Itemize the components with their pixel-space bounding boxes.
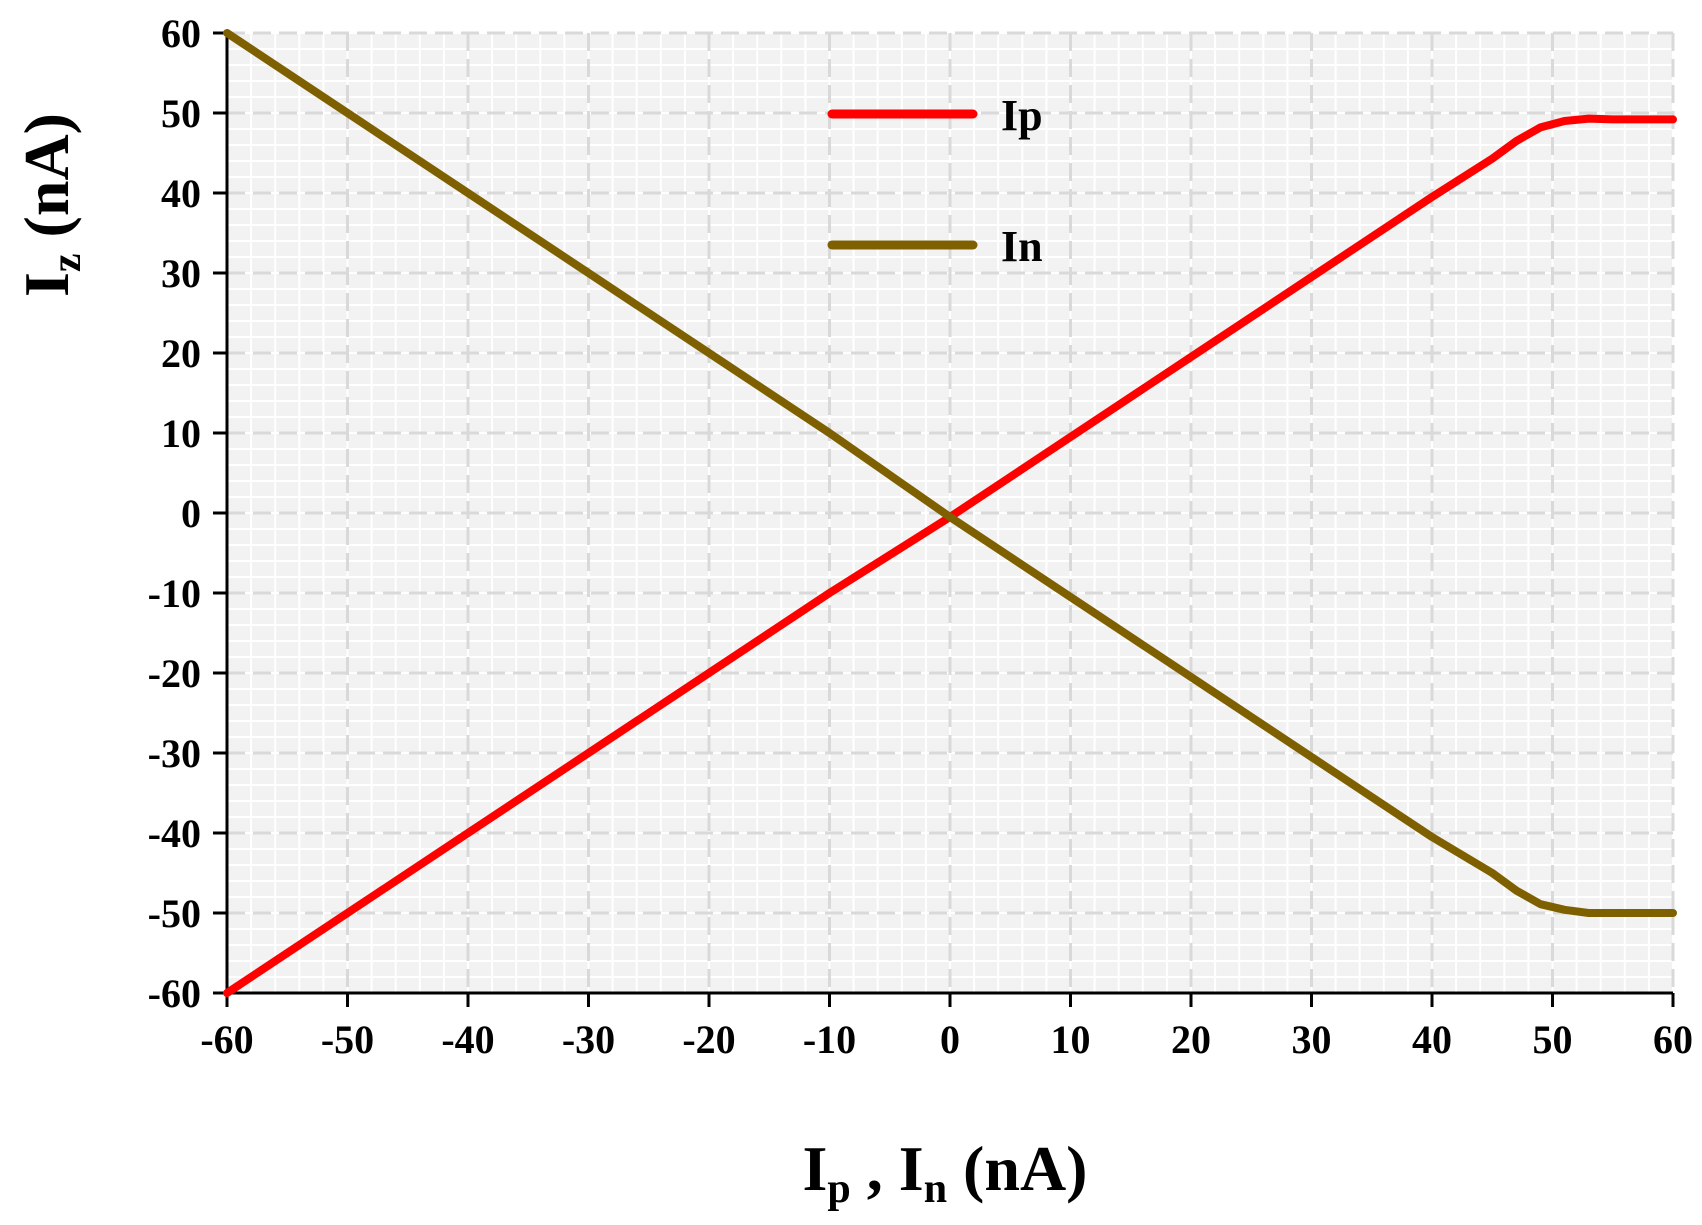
- x-tick-label: -10: [803, 1017, 856, 1062]
- y-tick-label: 30: [161, 251, 201, 296]
- y-tick-label: 0: [181, 491, 201, 536]
- y-tick-label: -20: [148, 651, 201, 696]
- x-tick-label: -40: [441, 1017, 494, 1062]
- legend-label-ip: Ip: [1001, 91, 1043, 140]
- x-tick-label: -50: [321, 1017, 374, 1062]
- axes: [213, 31, 1675, 1007]
- y-tick-labels: -60 -50 -40 -30 -20 -10 0 10 20 30 40 50 60: [148, 11, 201, 1016]
- y-axis-title: Iz (nA): [11, 113, 90, 297]
- y-tick-label: 20: [161, 331, 201, 376]
- axis-title-text: I: [11, 272, 82, 297]
- axis-title-text: (nA): [947, 1133, 1087, 1204]
- x-tick-label: 60: [1653, 1017, 1693, 1062]
- x-tick-label: -20: [682, 1017, 735, 1062]
- x-tick-label: 10: [1051, 1017, 1091, 1062]
- y-tick-label: 60: [161, 11, 201, 56]
- x-axis-title: Ip , In (nA): [803, 1133, 1088, 1212]
- y-tick-label: -10: [148, 571, 201, 616]
- series-lines: [223, 29, 1677, 997]
- series-line-in: [223, 29, 1677, 917]
- axis-title-subscript: p: [827, 1166, 850, 1212]
- y-tick-label: 50: [161, 91, 201, 136]
- x-tick-label: 40: [1412, 1017, 1452, 1062]
- x-tick-label: 20: [1171, 1017, 1211, 1062]
- x-tick-label: 0: [940, 1017, 960, 1062]
- y-tick-label: -30: [148, 731, 201, 776]
- axis-title-text: I: [899, 1133, 924, 1204]
- axis-title-subscript: n: [924, 1166, 947, 1212]
- series-line-ip: [223, 114, 1677, 997]
- x-tick-labels: -60 -50 -40 -30 -20 -10 0 10 20 30 40 50 60: [200, 1017, 1693, 1062]
- axis-title-subscript: z: [44, 253, 90, 272]
- y-tick-label: 40: [161, 171, 201, 216]
- axis-title-text: ,: [851, 1133, 899, 1204]
- axis-title-text: (nA): [11, 113, 82, 253]
- y-tick-label: -60: [148, 971, 201, 1016]
- y-tick-label: -50: [148, 891, 201, 936]
- x-tick-label: 30: [1292, 1017, 1332, 1062]
- x-tick-label: 50: [1533, 1017, 1573, 1062]
- legend: Ip In: [827, 91, 1043, 271]
- axis-title-text: I: [803, 1133, 828, 1204]
- y-tick-label: 10: [161, 411, 201, 456]
- y-tick-label: -40: [148, 811, 201, 856]
- legend-label-in: In: [1001, 222, 1043, 271]
- x-tick-label: -30: [562, 1017, 615, 1062]
- x-tick-label: -60: [200, 1017, 253, 1062]
